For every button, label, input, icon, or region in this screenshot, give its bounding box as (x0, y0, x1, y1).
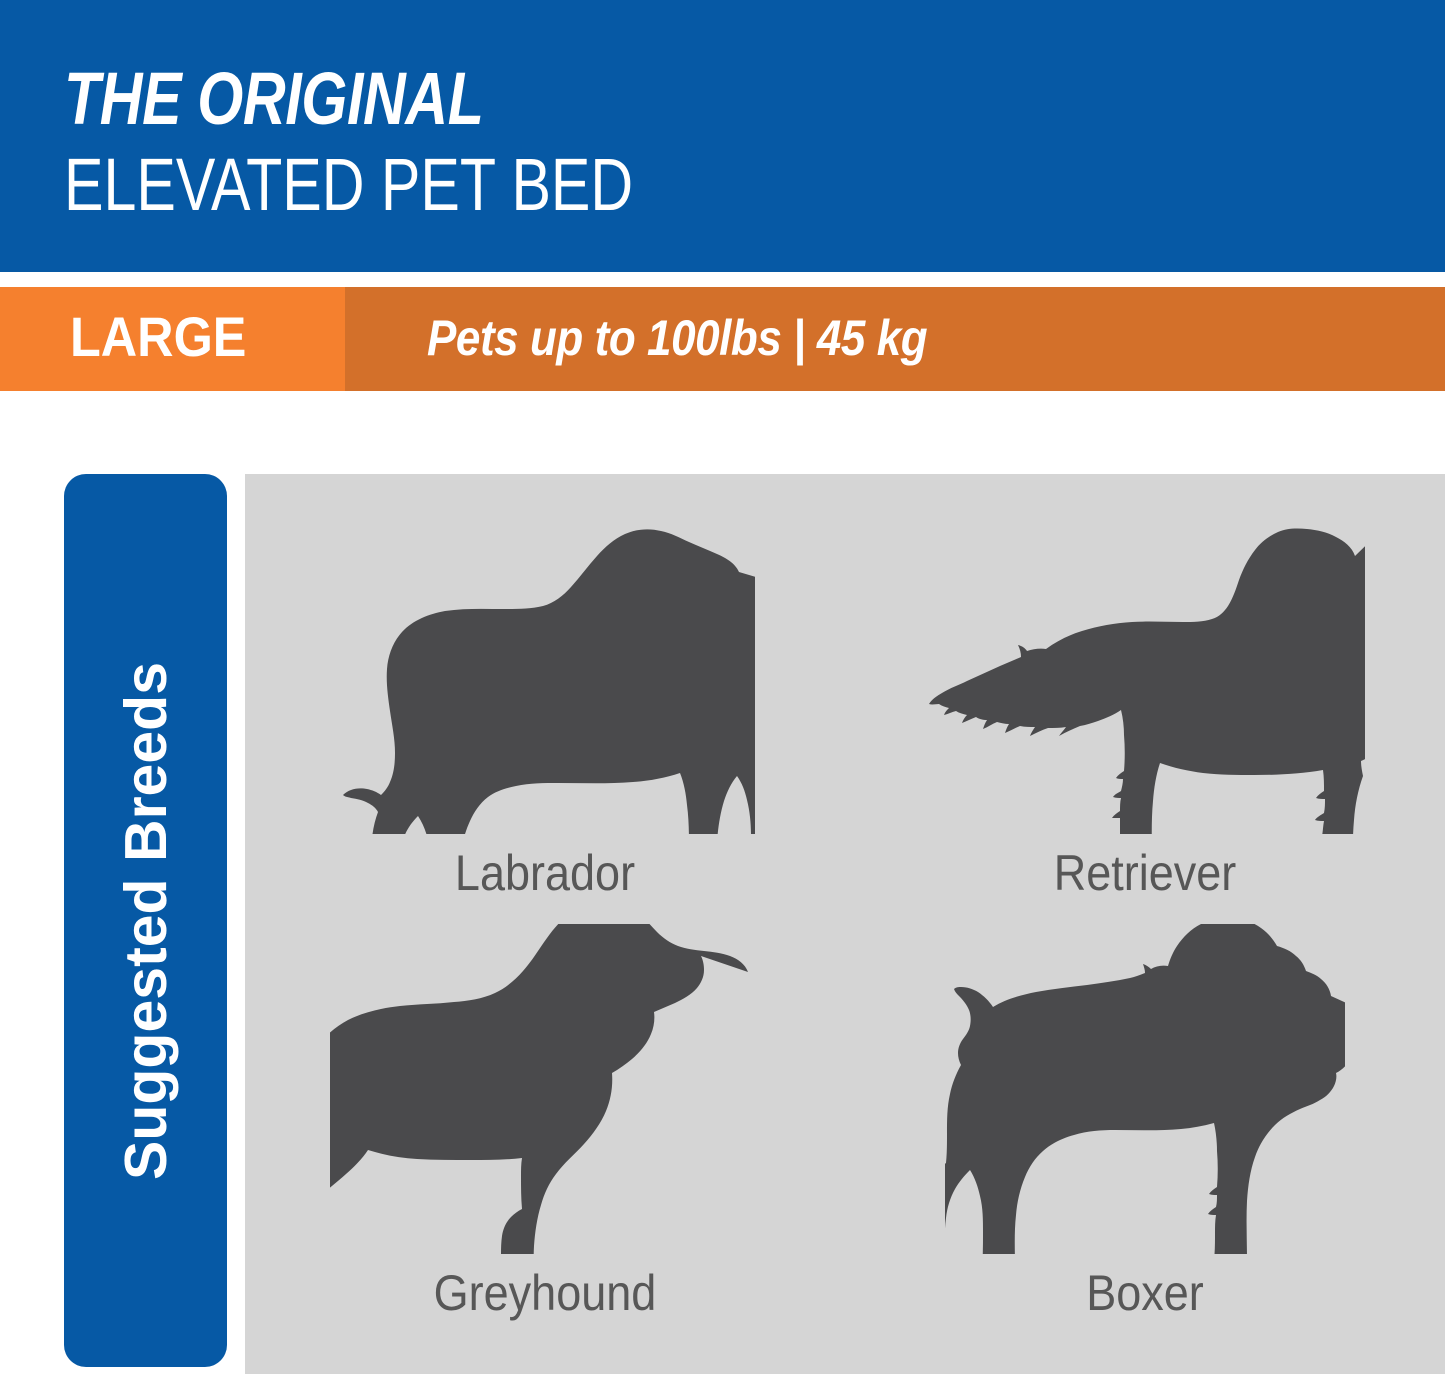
product-title-line-1: THE ORIGINAL (64, 57, 484, 140)
boxer-silhouette-icon (845, 904, 1445, 1254)
breed-item-boxer: Boxer (845, 894, 1445, 1344)
weight-capacity-text: Pets up to 100lbs | 45 kg (427, 310, 928, 366)
retriever-silhouette-icon (845, 484, 1445, 834)
breed-item-retriever: Retriever (845, 474, 1445, 924)
product-title-line-2: ELEVATED PET BED (64, 143, 634, 226)
size-band-right-block (345, 287, 1445, 391)
breed-label: Retriever (1053, 845, 1237, 901)
greyhound-silhouette-icon (245, 904, 845, 1254)
breed-item-labrador: Labrador (245, 474, 845, 924)
header-banner: THE ORIGINAL ELEVATED PET BED (0, 0, 1445, 272)
suggested-breeds-sidebar: Suggested Breeds (64, 474, 227, 1367)
size-label: LARGE (70, 305, 247, 368)
breed-label: Boxer (1086, 1265, 1204, 1321)
size-band: LARGE Pets up to 100lbs | 45 kg (0, 287, 1445, 391)
breed-item-greyhound: Greyhound (245, 894, 845, 1344)
suggested-breeds-label: Suggested Breeds (112, 661, 179, 1180)
breeds-panel: Labrador Retriever Greyhound (245, 474, 1445, 1374)
size-band-left-block (0, 287, 345, 391)
breed-label: Greyhound (433, 1265, 657, 1321)
breeds-grid: Labrador Retriever Greyhound (245, 474, 1445, 1374)
breed-label: Labrador (454, 845, 636, 901)
labrador-silhouette-icon (245, 484, 845, 834)
